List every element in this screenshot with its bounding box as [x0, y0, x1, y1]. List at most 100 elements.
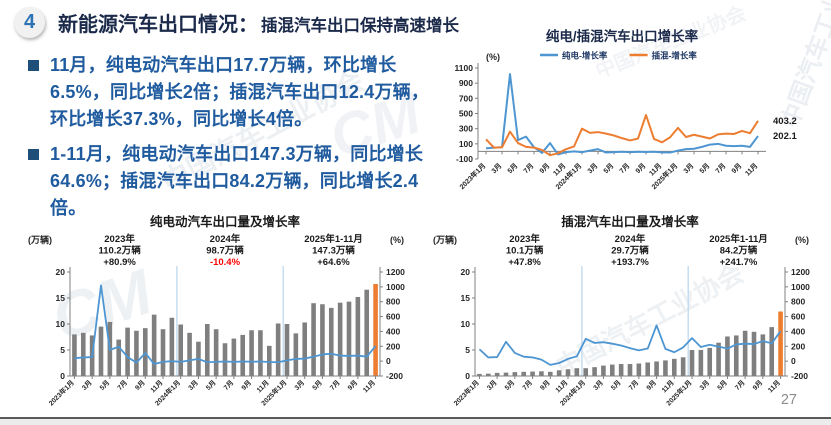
svg-text:700: 700 [459, 93, 473, 103]
svg-text:(万辆): (万辆) [28, 234, 52, 245]
svg-text:3月: 3月 [80, 379, 93, 392]
svg-text:800: 800 [386, 297, 400, 307]
svg-text:纯电-增长率: 纯电-增长率 [562, 51, 608, 61]
svg-text:9月: 9月 [751, 379, 764, 392]
svg-text:0: 0 [465, 371, 470, 381]
svg-text:15: 15 [461, 293, 471, 303]
svg-text:-200: -200 [791, 371, 808, 381]
svg-text:9月: 9月 [346, 379, 359, 392]
svg-text:3月: 3月 [592, 379, 605, 392]
svg-text:7月: 7月 [618, 162, 631, 175]
svg-text:0: 0 [791, 356, 796, 366]
svg-text:11月: 11月 [660, 379, 676, 395]
svg-text:300: 300 [459, 124, 473, 134]
svg-text:-200: -200 [386, 371, 403, 381]
svg-text:3月: 3月 [293, 379, 306, 392]
svg-text:1100: 1100 [455, 63, 474, 73]
bullet-text-november: 11月，纯电动汽车出口17.7万辆，环比增长6.5%，同比增长2倍；插混汽车出口… [50, 55, 430, 129]
svg-text:5月: 5月 [311, 379, 324, 392]
svg-text:2023年1月: 2023年1月 [46, 378, 75, 407]
svg-text:5月: 5月 [98, 379, 111, 392]
list-item: 11月，纯电动汽车出口17.7万辆，环比增长6.5%，同比增长2倍；插混汽车出口… [28, 52, 430, 133]
svg-text:11月: 11月 [149, 379, 165, 395]
svg-text:0: 0 [386, 356, 391, 366]
svg-text:(%): (%) [486, 52, 500, 62]
svg-text:2024年: 2024年 [615, 233, 646, 245]
svg-text:29.7万辆: 29.7万辆 [611, 245, 649, 257]
svg-text:2023年1月: 2023年1月 [457, 161, 487, 191]
svg-text:+193.7%: +193.7% [611, 257, 649, 268]
slide-header: 4 新能源汽车出口情况： 插混汽车出口保持高速增长 [14, 7, 459, 38]
svg-text:+47.8%: +47.8% [508, 257, 541, 268]
svg-text:3月: 3月 [490, 162, 503, 175]
svg-text:5月: 5月 [602, 162, 615, 175]
page-title-main: 新能源汽车出口情况： [58, 14, 258, 36]
phev-export-bar-line-chart: 插混汽车出口量及增长率2023年10.1万辆+47.8%2024年29.7万辆+… [433, 214, 810, 407]
svg-text:1200: 1200 [386, 267, 405, 277]
svg-text:3月: 3月 [682, 162, 695, 175]
svg-text:+64.6%: +64.6% [317, 257, 350, 268]
svg-text:1000: 1000 [791, 282, 810, 292]
svg-text:+241.7%: +241.7% [720, 257, 758, 268]
svg-text:11月: 11月 [255, 379, 271, 395]
svg-text:9月: 9月 [730, 162, 743, 175]
svg-text:100: 100 [459, 139, 473, 149]
svg-text:7月: 7月 [714, 162, 727, 175]
svg-text:5月: 5月 [503, 379, 516, 392]
svg-text:2023年1月: 2023年1月 [451, 378, 480, 407]
svg-text:3月: 3月 [698, 379, 711, 392]
svg-text:20: 20 [461, 267, 471, 277]
svg-text:(%): (%) [795, 235, 809, 245]
svg-text:202.1: 202.1 [773, 131, 797, 142]
svg-text:2025年1-11月: 2025年1-11月 [304, 233, 363, 245]
svg-text:147.3万辆: 147.3万辆 [312, 245, 355, 257]
svg-text:84.2万辆: 84.2万辆 [720, 245, 758, 257]
svg-text:11月: 11月 [766, 379, 782, 395]
bullet-list: 11月，纯电动汽车出口17.7万辆，环比增长6.5%，同比增长2倍；插混汽车出口… [28, 52, 430, 230]
svg-text:9月: 9月 [240, 379, 253, 392]
svg-text:5月: 5月 [506, 162, 519, 175]
svg-text:7月: 7月 [222, 379, 235, 392]
svg-text:纯电/插混汽车出口增长率: 纯电/插混汽车出口增长率 [546, 28, 699, 44]
svg-text:插混汽车出口量及增长率: 插混汽车出口量及增长率 [561, 214, 699, 229]
svg-text:插混-增长率: 插混-增长率 [652, 51, 698, 61]
svg-text:5月: 5月 [204, 379, 217, 392]
bottom-border [0, 417, 831, 425]
page-title-sub: 插混汽车出口保持高速增长 [261, 17, 459, 35]
svg-text:7月: 7月 [627, 379, 640, 392]
svg-text:900: 900 [459, 78, 473, 88]
svg-text:7月: 7月 [521, 379, 534, 392]
svg-text:9月: 9月 [134, 379, 147, 392]
svg-text:2023年: 2023年 [104, 233, 135, 245]
svg-text:11月: 11月 [554, 379, 570, 395]
svg-text:5: 5 [60, 345, 65, 355]
list-item: 1-11月，纯电动汽车出口147.3万辆，同比增长64.6%；插混汽车出口84.… [28, 141, 430, 222]
svg-text:110.2万辆: 110.2万辆 [98, 245, 141, 257]
svg-text:500: 500 [459, 109, 473, 119]
svg-text:(%): (%) [390, 235, 404, 245]
svg-text:2023年: 2023年 [509, 233, 540, 245]
svg-text:9月: 9月 [634, 162, 647, 175]
svg-text:3月: 3月 [485, 379, 498, 392]
svg-text:800: 800 [791, 297, 805, 307]
svg-text:5月: 5月 [698, 162, 711, 175]
page-title: 新能源汽车出口情况： 插混汽车出口保持高速增长 [58, 8, 459, 37]
svg-text:1000: 1000 [386, 282, 405, 292]
svg-text:5: 5 [465, 345, 470, 355]
svg-text:600: 600 [386, 312, 400, 322]
svg-text:7月: 7月 [116, 379, 129, 392]
svg-text:9月: 9月 [538, 162, 551, 175]
svg-text:(万辆): (万辆) [433, 234, 457, 245]
page-number: 27 [780, 392, 797, 408]
svg-text:9月: 9月 [645, 379, 658, 392]
svg-text:11月: 11月 [361, 379, 377, 395]
bullet-text-ytd: 1-11月，纯电动汽车出口147.3万辆，同比增长64.6%；插混汽车出口84.… [50, 144, 424, 218]
svg-text:403.2: 403.2 [773, 116, 797, 127]
svg-text:-100: -100 [456, 154, 473, 164]
bullet-square-marker [28, 60, 39, 71]
svg-text:7月: 7月 [328, 379, 341, 392]
svg-text:5月: 5月 [609, 379, 622, 392]
